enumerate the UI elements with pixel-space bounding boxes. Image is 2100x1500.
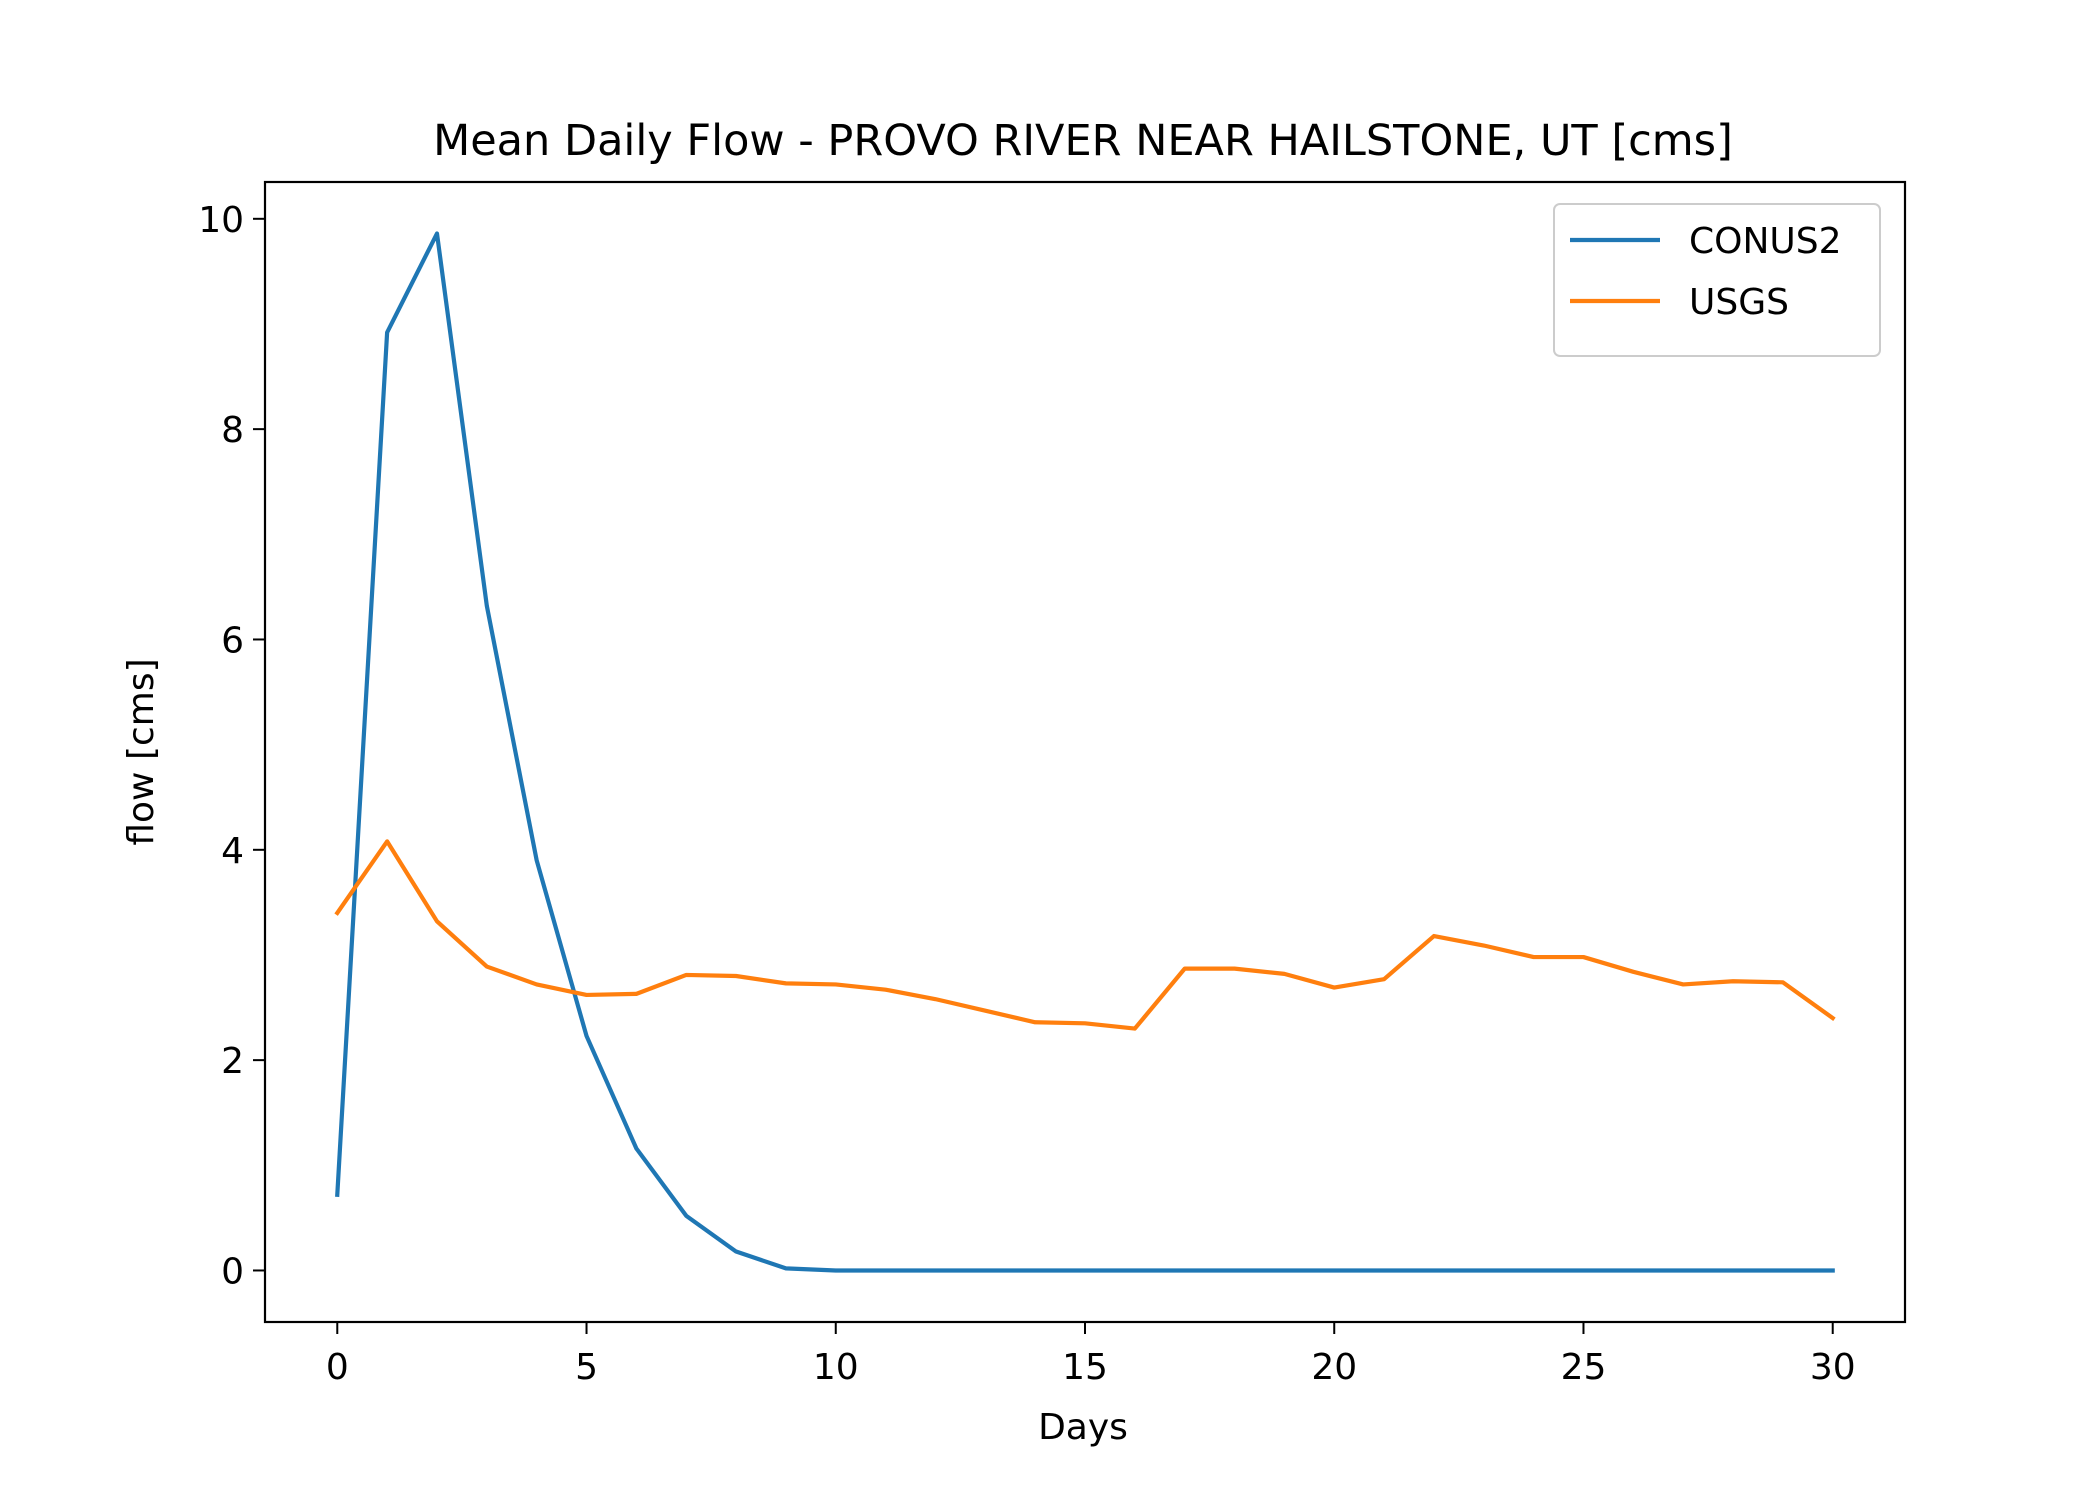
y-tick-label: 4	[221, 831, 244, 872]
chart-title: Mean Daily Flow - PROVO RIVER NEAR HAILS…	[433, 116, 1733, 166]
x-tick-label: 5	[575, 1347, 598, 1388]
x-axis: 0 5 10 15 20 25 30	[326, 1322, 1856, 1388]
y-tick-label: 2	[221, 1041, 244, 1082]
y-tick-label: 10	[198, 200, 244, 241]
legend-label-usgs: USGS	[1689, 282, 1789, 323]
y-tick-label: 6	[221, 620, 244, 661]
x-tick-label: 15	[1062, 1347, 1108, 1388]
y-axis: 0 2 4 6 8 10	[198, 200, 265, 1292]
x-tick-label: 20	[1311, 1347, 1357, 1388]
x-tick-label: 30	[1810, 1347, 1856, 1388]
x-tick-label: 10	[813, 1347, 859, 1388]
legend-label-conus2: CONUS2	[1689, 221, 1842, 262]
y-tick-label: 0	[221, 1251, 244, 1292]
x-axis-title: Days	[1038, 1407, 1128, 1448]
x-tick-label: 0	[326, 1347, 349, 1388]
series-line-conus2	[335, 231, 1835, 1273]
legend: CONUS2 USGS	[1553, 203, 1881, 357]
y-tick-label: 8	[221, 410, 244, 451]
x-tick-label: 25	[1561, 1347, 1607, 1388]
y-axis-title: flow [cms]	[121, 658, 162, 845]
series-line-usgs	[334, 839, 1836, 1031]
